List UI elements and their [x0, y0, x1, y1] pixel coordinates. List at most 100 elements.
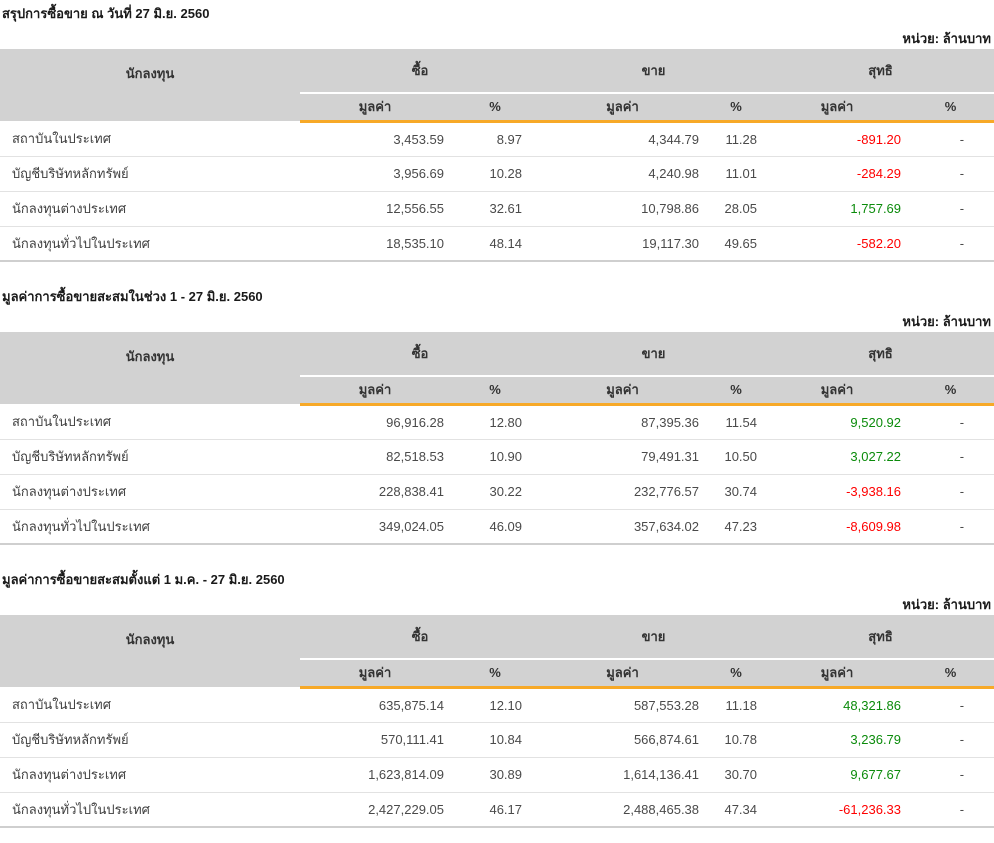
header-investor: นักลงทุน: [0, 615, 300, 687]
header-sell-group: ขาย: [540, 615, 768, 660]
daily-summary-table: นักลงทุน ซื้อ ขาย สุทธิ มูลค่า % มูลค่า …: [0, 49, 994, 262]
net-value-cell: -891.20: [856, 131, 902, 147]
table-row: สถาบันในประเทศ 635,875.14 12.10 587,553.…: [0, 687, 994, 722]
section-title: มูลค่าการซื้อขายสะสมในช่วง 1 - 27 มิ.ย. …: [2, 289, 263, 304]
investor-name: สถาบันในประเทศ: [12, 696, 111, 712]
investor-name: นักลงทุนต่างประเทศ: [0, 473, 300, 509]
net-percent-cell: -: [907, 190, 994, 226]
header-net-value: มูลค่า: [767, 93, 908, 123]
buy-percent-cell: 12.80: [489, 414, 523, 430]
table-row: นักลงทุนต่างประเทศ 12,556.55 32.61 10,79…: [0, 190, 994, 226]
buy-value-cell: 12,556.55: [300, 190, 450, 226]
net-percent-cell: -: [907, 721, 994, 757]
net-value-cell: -284.29: [767, 155, 908, 191]
net-value-cell: -3,938.16: [767, 473, 908, 509]
net-percent-cell: -: [907, 791, 994, 827]
table-row: บัญชีบริษัทหลักทรัพย์ 570,111.41 10.84 5…: [0, 721, 994, 757]
header-sell-percent: %: [705, 93, 768, 123]
header-buy-value: มูลค่า: [300, 93, 450, 123]
month-accumulated-section: มูลค่าการซื้อขายสะสมในช่วง 1 - 27 มิ.ย. …: [0, 288, 994, 545]
sell-percent-cell: 10.50: [705, 438, 768, 474]
sell-percent-cell: 30.74: [705, 473, 768, 509]
unit-label: หน่วย: ล้านบาท: [902, 597, 991, 612]
net-value-cell: 3,027.22: [767, 438, 908, 474]
net-value-cell: 9,520.92: [850, 414, 902, 430]
sell-percent-cell: 10.78: [705, 721, 768, 757]
net-value-cell: -582.20: [767, 225, 908, 261]
sell-value-cell: 232,776.57: [540, 473, 706, 509]
section-title: สรุปการซื้อขาย ณ วันที่ 27 มิ.ย. 2560: [2, 6, 210, 21]
investor-name: นักลงทุนทั่วไปในประเทศ: [0, 791, 300, 827]
sell-value-cell: 87,395.36: [641, 414, 700, 430]
year-accumulated-table: นักลงทุน ซื้อ ขาย สุทธิ มูลค่า % มูลค่า …: [0, 615, 994, 828]
net-percent-cell: -: [907, 438, 994, 474]
table-header-group-row: นักลงทุน ซื้อ ขาย สุทธิ: [0, 332, 994, 404]
buy-value-cell: 1,623,814.09: [300, 756, 450, 792]
buy-value-cell: 570,111.41: [300, 721, 450, 757]
net-percent-cell: -: [907, 756, 994, 792]
net-value-cell: 3,236.79: [767, 721, 908, 757]
sell-value-cell: 357,634.02: [540, 508, 706, 544]
header-buy-percent: %: [450, 93, 541, 123]
header-sell-percent: %: [705, 376, 768, 406]
sell-percent-cell: 11.28: [725, 131, 758, 147]
unit-label: หน่วย: ล้านบาท: [902, 314, 991, 329]
investor-name: บัญชีบริษัทหลักทรัพย์: [0, 438, 300, 474]
table-row: นักลงทุนต่างประเทศ 228,838.41 30.22 232,…: [0, 473, 994, 509]
net-value-cell: 9,677.67: [767, 756, 908, 792]
header-buy-value: มูลค่า: [300, 659, 450, 689]
buy-value-cell: 3,453.59: [393, 131, 444, 147]
sell-percent-cell: 11.18: [725, 697, 758, 713]
header-buy-value: มูลค่า: [300, 376, 450, 406]
net-percent-cell: -: [907, 225, 994, 261]
buy-percent-cell: 12.10: [489, 697, 523, 713]
table-header-sub-row: มูลค่า % มูลค่า % มูลค่า %: [0, 659, 994, 689]
sell-value-cell: 1,614,136.41: [540, 756, 706, 792]
header-buy-group: ซื้อ: [300, 49, 541, 94]
header-buy-group: ซื้อ: [300, 332, 541, 377]
investor-name: นักลงทุนทั่วไปในประเทศ: [0, 225, 300, 261]
sell-percent-cell: 28.05: [705, 190, 768, 226]
header-buy-percent: %: [450, 376, 541, 406]
buy-value-cell: 96,916.28: [386, 414, 444, 430]
header-net-group: สุทธิ: [767, 615, 994, 660]
sell-value-cell: 2,488,465.38: [540, 791, 706, 827]
net-percent-cell: -: [907, 155, 994, 191]
buy-value-cell: 82,518.53: [300, 438, 450, 474]
buy-percent-cell: 10.90: [450, 438, 541, 474]
table-header-sub-row: มูลค่า % มูลค่า % มูลค่า %: [0, 376, 994, 406]
table-row: บัญชีบริษัทหลักทรัพย์ 3,956.69 10.28 4,2…: [0, 155, 994, 191]
sell-percent-cell: 30.70: [705, 756, 768, 792]
net-percent-cell: -: [907, 508, 994, 544]
table-row: บัญชีบริษัทหลักทรัพย์ 82,518.53 10.90 79…: [0, 438, 994, 474]
sell-value-cell: 587,553.28: [633, 697, 700, 713]
header-investor: นักลงทุน: [0, 332, 300, 404]
buy-percent-cell: 32.61: [450, 190, 541, 226]
table-row: นักลงทุนทั่วไปในประเทศ 2,427,229.05 46.1…: [0, 791, 994, 827]
buy-value-cell: 3,956.69: [300, 155, 450, 191]
buy-value-cell: 635,875.14: [378, 697, 444, 713]
header-sell-group: ขาย: [540, 332, 768, 377]
buy-value-cell: 2,427,229.05: [300, 791, 450, 827]
header-sell-percent: %: [705, 659, 768, 689]
buy-value-cell: 228,838.41: [300, 473, 450, 509]
table-row: สถาบันในประเทศ 3,453.59 8.97 4,344.79 11…: [0, 121, 994, 156]
sell-percent-cell: 49.65: [705, 225, 768, 261]
header-net-group: สุทธิ: [767, 49, 994, 94]
table-header-group-row: นักลงทุน ซื้อ ขาย สุทธิ: [0, 49, 994, 121]
year-accumulated-section: มูลค่าการซื้อขายสะสมตั้งแต่ 1 ม.ค. - 27 …: [0, 571, 994, 828]
header-investor: นักลงทุน: [0, 49, 300, 121]
buy-percent-cell: 30.22: [450, 473, 541, 509]
table-row: นักลงทุนทั่วไปในประเทศ 349,024.05 46.09 …: [0, 508, 994, 544]
header-buy-percent: %: [450, 659, 541, 689]
buy-percent-cell: 48.14: [450, 225, 541, 261]
investor-name: บัญชีบริษัทหลักทรัพย์: [0, 721, 300, 757]
buy-percent-cell: 10.28: [450, 155, 541, 191]
sell-percent-cell: 11.54: [725, 414, 758, 430]
net-percent-cell: -: [959, 697, 965, 713]
section-title: มูลค่าการซื้อขายสะสมตั้งแต่ 1 ม.ค. - 27 …: [2, 572, 285, 587]
header-net-percent: %: [907, 659, 994, 689]
net-percent-cell: -: [907, 473, 994, 509]
sell-value-cell: 4,240.98: [540, 155, 706, 191]
